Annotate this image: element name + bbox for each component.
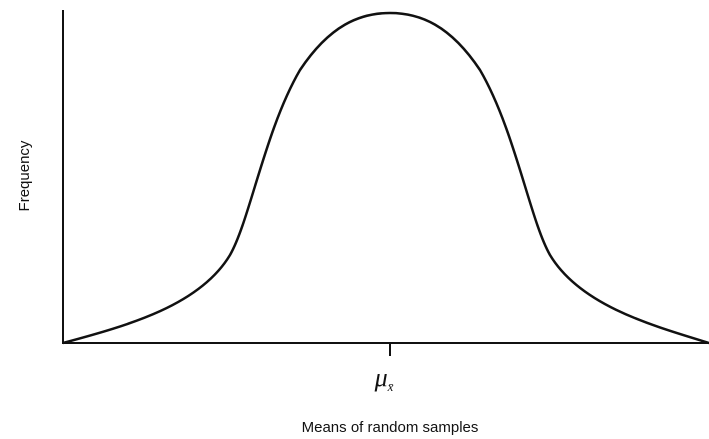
bell-curve — [62, 11, 709, 345]
y-axis-label: Frequency — [16, 140, 33, 211]
mean-label: μx̄ — [374, 363, 394, 394]
mean-symbol: μ — [374, 363, 388, 392]
x-axis-label: Means of random samples — [302, 419, 479, 436]
mean-subscript: x̄ — [387, 379, 394, 394]
